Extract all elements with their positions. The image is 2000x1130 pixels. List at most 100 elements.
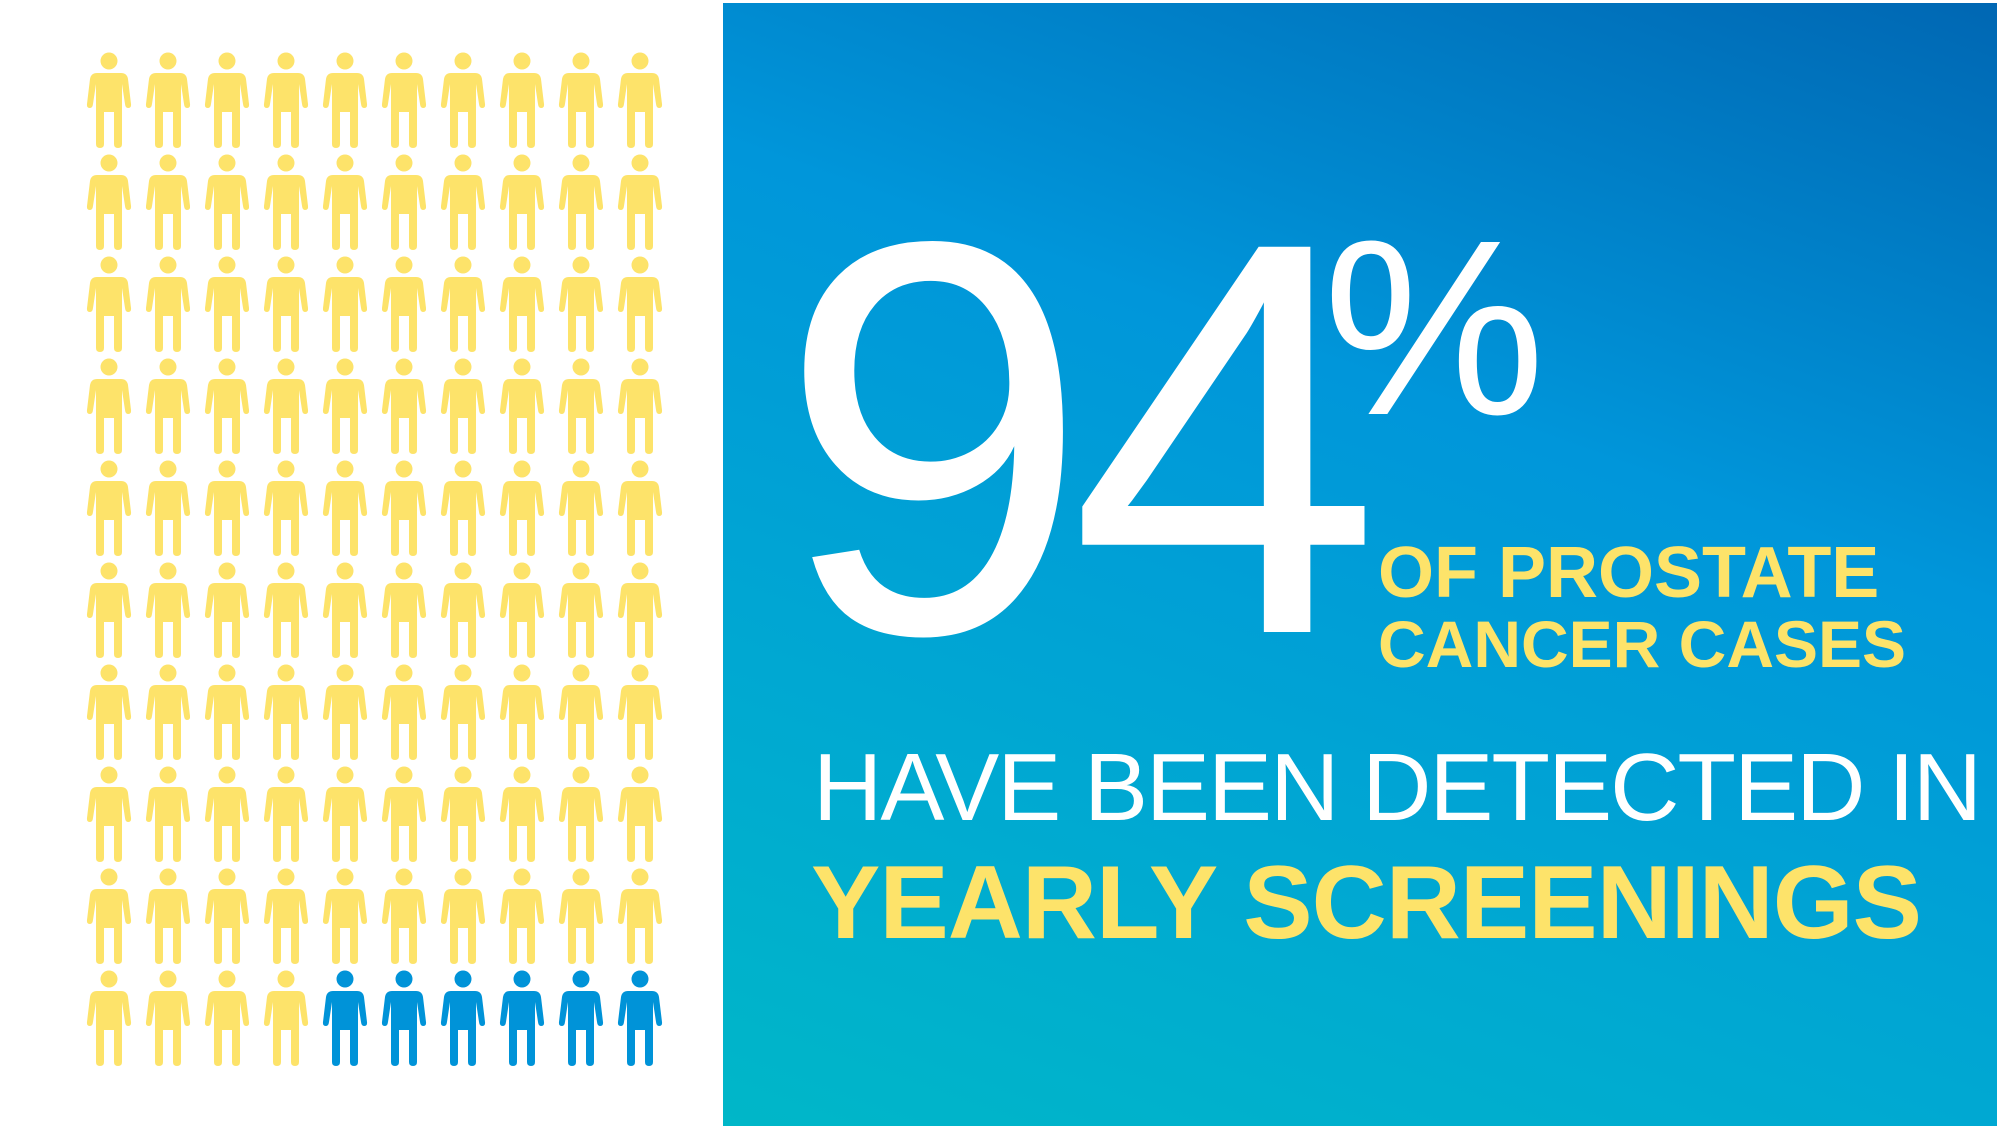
person-icon-yellow: [321, 766, 369, 862]
headline-detected-in: HAVE BEEN DETECTED IN: [813, 734, 1982, 841]
person-icon-yellow: [85, 460, 133, 556]
person-icon-yellow: [380, 766, 428, 862]
person-icon-yellow: [144, 664, 192, 760]
person-icon-yellow: [321, 868, 369, 964]
headline-cancer-cases: CANCER CASES: [1378, 607, 1907, 681]
person-icon-yellow: [498, 52, 546, 148]
person-icon-yellow: [557, 460, 605, 556]
headline-of-prostate: OF PROSTATE: [1378, 533, 1880, 613]
person-icon-yellow: [144, 154, 192, 250]
person-icon-yellow: [144, 766, 192, 862]
person-icon-yellow: [557, 256, 605, 352]
person-icon-yellow: [498, 460, 546, 556]
person-icon-yellow: [380, 52, 428, 148]
person-icon-blue: [321, 970, 369, 1066]
person-icon-yellow: [439, 664, 487, 760]
person-icon-yellow: [439, 154, 487, 250]
person-icon-yellow: [144, 868, 192, 964]
person-icon-yellow: [262, 358, 310, 454]
person-icon-yellow: [557, 664, 605, 760]
percent-sign: %: [1323, 188, 1546, 467]
person-icon-yellow: [85, 766, 133, 862]
person-icon-yellow: [498, 358, 546, 454]
person-icon-yellow: [616, 358, 664, 454]
person-icon-yellow: [616, 154, 664, 250]
person-icon-yellow: [439, 460, 487, 556]
person-icon-yellow: [203, 970, 251, 1066]
person-icon-yellow: [557, 868, 605, 964]
person-icon-yellow: [557, 52, 605, 148]
person-icon-yellow: [203, 358, 251, 454]
person-icon-yellow: [557, 358, 605, 454]
person-icon-yellow: [144, 358, 192, 454]
person-icon-yellow: [616, 460, 664, 556]
person-icon-yellow: [439, 562, 487, 658]
person-icon-yellow: [439, 52, 487, 148]
person-icon-yellow: [380, 256, 428, 352]
person-icon-blue: [616, 970, 664, 1066]
person-icon-yellow: [321, 52, 369, 148]
person-icon-yellow: [262, 460, 310, 556]
person-icon-yellow: [203, 766, 251, 862]
person-icon-yellow: [85, 154, 133, 250]
person-icon-yellow: [203, 52, 251, 148]
person-icon-yellow: [498, 664, 546, 760]
person-icon-blue: [498, 970, 546, 1066]
person-icon-yellow: [321, 562, 369, 658]
person-icon-yellow: [498, 766, 546, 862]
person-icon-yellow: [262, 562, 310, 658]
person-icon-yellow: [203, 562, 251, 658]
person-icon-yellow: [85, 664, 133, 760]
person-icon-yellow: [144, 460, 192, 556]
person-icon-yellow: [203, 664, 251, 760]
people-pictogram: [85, 52, 675, 1077]
person-icon-yellow: [380, 154, 428, 250]
person-icon-yellow: [262, 766, 310, 862]
statistic-panel: 94 % OF PROSTATE CANCER CASES HAVE BEEN …: [723, 3, 1997, 1126]
person-icon-yellow: [616, 664, 664, 760]
person-icon-yellow: [321, 460, 369, 556]
person-icon-yellow: [262, 154, 310, 250]
person-icon-yellow: [321, 358, 369, 454]
person-icon-yellow: [144, 52, 192, 148]
person-icon-yellow: [144, 562, 192, 658]
person-icon-yellow: [498, 256, 546, 352]
person-icon-yellow: [85, 868, 133, 964]
person-icon-blue: [439, 970, 487, 1066]
person-icon-yellow: [380, 358, 428, 454]
person-icon-yellow: [557, 766, 605, 862]
person-icon-yellow: [616, 562, 664, 658]
person-icon-yellow: [380, 460, 428, 556]
person-icon-yellow: [203, 460, 251, 556]
person-icon-yellow: [321, 664, 369, 760]
person-icon-yellow: [498, 562, 546, 658]
headline-yearly-screenings: YEARLY SCREENINGS: [811, 845, 1922, 961]
person-icon-yellow: [85, 52, 133, 148]
person-icon-yellow: [85, 970, 133, 1066]
person-icon-yellow: [439, 766, 487, 862]
person-icon-yellow: [439, 256, 487, 352]
person-icon-yellow: [616, 256, 664, 352]
person-icon-yellow: [203, 868, 251, 964]
big-percentage-number: 94: [778, 125, 1381, 751]
person-icon-blue: [557, 970, 605, 1066]
person-icon-yellow: [321, 154, 369, 250]
person-icon-yellow: [380, 562, 428, 658]
person-icon-blue: [380, 970, 428, 1066]
person-icon-yellow: [380, 868, 428, 964]
person-icon-yellow: [262, 868, 310, 964]
person-icon-yellow: [262, 256, 310, 352]
person-icon-yellow: [498, 868, 546, 964]
person-icon-yellow: [557, 154, 605, 250]
person-icon-yellow: [262, 664, 310, 760]
person-icon-yellow: [616, 52, 664, 148]
person-icon-yellow: [144, 970, 192, 1066]
person-icon-yellow: [85, 358, 133, 454]
person-icon-yellow: [262, 970, 310, 1066]
person-icon-yellow: [321, 256, 369, 352]
person-icon-yellow: [616, 868, 664, 964]
person-icon-yellow: [85, 562, 133, 658]
person-icon-yellow: [616, 766, 664, 862]
person-icon-yellow: [144, 256, 192, 352]
person-icon-yellow: [439, 868, 487, 964]
